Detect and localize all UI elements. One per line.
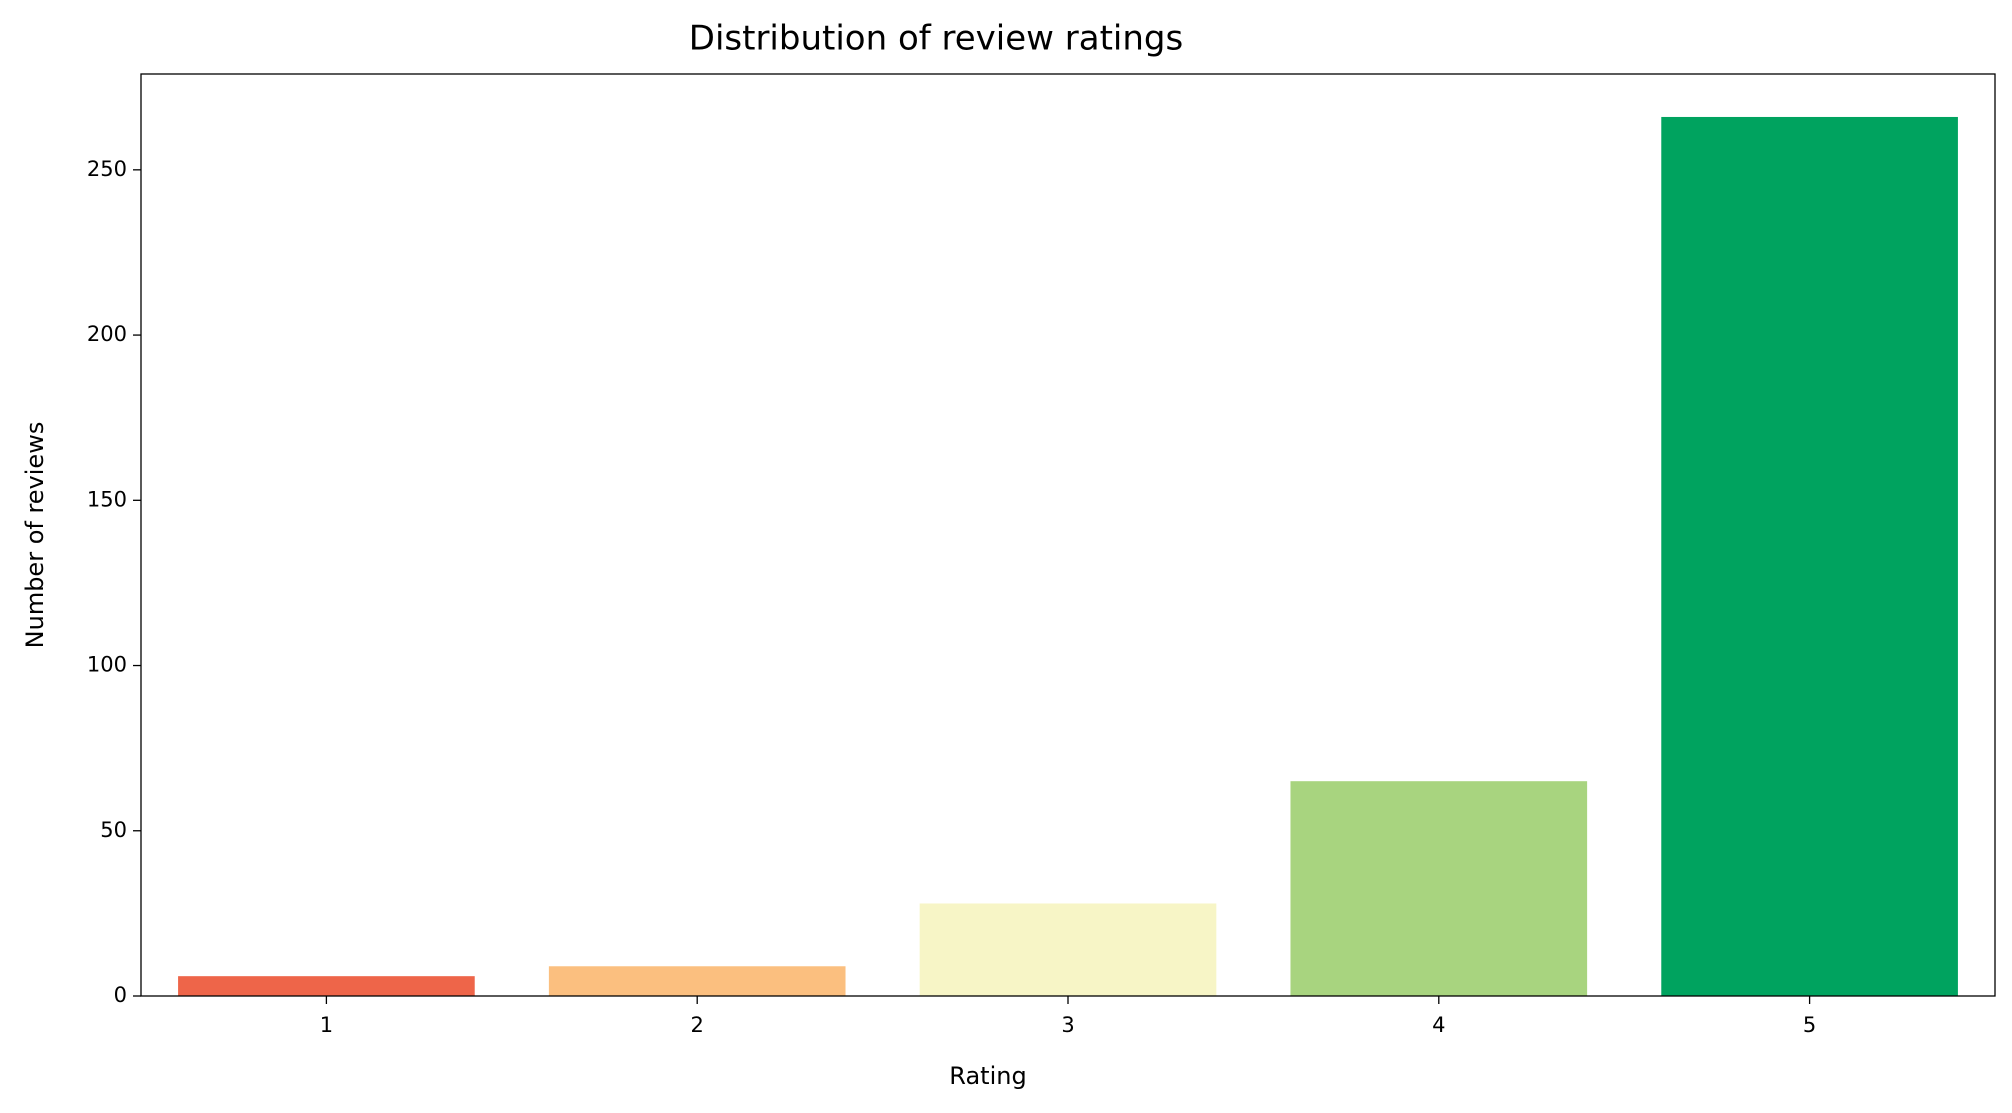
bar bbox=[1290, 781, 1588, 996]
y-tick-label: 150 bbox=[87, 487, 127, 511]
chart-title: Distribution of review ratings bbox=[689, 19, 1183, 59]
plot-frame bbox=[140, 73, 1996, 997]
x-tick-label: 3 bbox=[1061, 1013, 1074, 1037]
bar bbox=[548, 966, 846, 996]
y-tick-label: 200 bbox=[87, 322, 127, 346]
y-axis-label: Number of reviews bbox=[21, 422, 49, 649]
bar bbox=[178, 976, 475, 996]
x-axis-label: Rating bbox=[949, 1062, 1026, 1090]
bar bbox=[919, 903, 1217, 996]
x-tick-label: 1 bbox=[320, 1013, 333, 1037]
bar bbox=[1661, 116, 1958, 996]
x-tick-label: 2 bbox=[691, 1013, 704, 1037]
y-tick-label: 250 bbox=[87, 157, 127, 181]
x-tick-label: 4 bbox=[1432, 1013, 1445, 1037]
y-tick-label: 50 bbox=[100, 818, 127, 842]
y-tick-label: 0 bbox=[114, 983, 127, 1007]
x-tick-label: 5 bbox=[1803, 1013, 1816, 1037]
y-tick-label: 100 bbox=[87, 653, 127, 677]
